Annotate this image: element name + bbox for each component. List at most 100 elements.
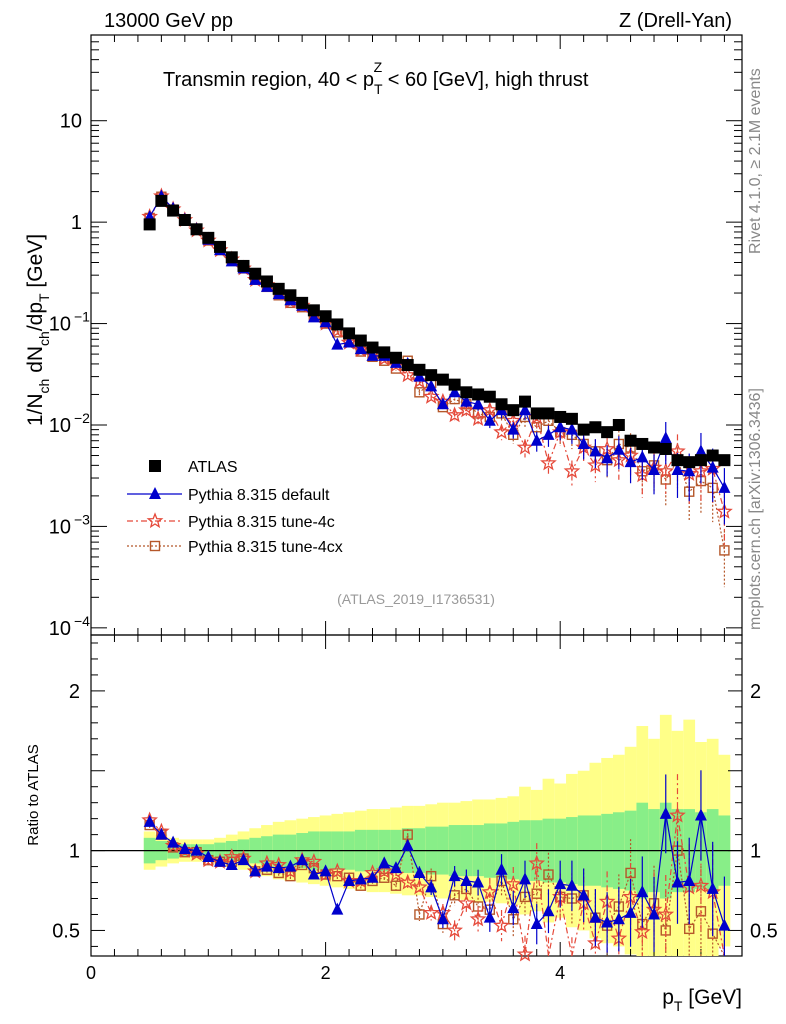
ratio-point xyxy=(329,862,346,879)
y-tick-exponent: −2 xyxy=(74,410,90,426)
data-point xyxy=(190,223,203,236)
data-point xyxy=(612,442,625,455)
data-point xyxy=(307,304,320,317)
data-point xyxy=(706,460,719,473)
data-point xyxy=(413,363,426,376)
data-point xyxy=(589,421,602,434)
data-point xyxy=(178,213,191,226)
ratio-point xyxy=(399,873,417,890)
data-point xyxy=(694,454,707,467)
data-point xyxy=(296,296,309,309)
ratio-point xyxy=(528,854,546,871)
series-atlas xyxy=(143,194,731,469)
data-point xyxy=(366,348,379,361)
data-point xyxy=(601,451,614,464)
ratio-point xyxy=(307,867,320,880)
data-point xyxy=(354,334,367,347)
ratio-point xyxy=(354,872,367,885)
ratio-point xyxy=(343,873,356,886)
legend-marker xyxy=(146,512,164,529)
legend: ATLAS Pythia 8.315 default Pythia 8.315 tu… xyxy=(127,459,343,556)
data-point xyxy=(516,438,534,455)
data-point xyxy=(540,454,557,471)
legend-label: Pythia 8.315 default xyxy=(188,487,330,504)
ratio-point xyxy=(225,857,238,870)
ratio-point xyxy=(683,873,696,886)
data-point xyxy=(683,464,696,477)
ratio-point xyxy=(671,875,684,888)
ratio-point xyxy=(411,878,428,895)
data-point xyxy=(648,441,661,454)
ratio-point xyxy=(143,814,156,827)
data-point xyxy=(155,194,168,207)
ratio-point xyxy=(483,910,496,923)
ratio-point xyxy=(366,870,379,883)
data-point xyxy=(411,372,428,389)
data-point xyxy=(694,444,707,457)
data-point xyxy=(718,480,731,493)
data-point xyxy=(636,450,649,463)
ratio-point xyxy=(657,905,675,922)
ratio-point xyxy=(284,859,297,872)
ratio-point xyxy=(718,918,731,931)
ratio-point xyxy=(214,854,227,867)
ratio-frame xyxy=(90,634,743,957)
data-point xyxy=(307,310,320,323)
data-point xyxy=(389,351,402,364)
y-tick-label: 10 xyxy=(49,516,71,538)
ratio-point xyxy=(178,842,191,854)
data-point xyxy=(343,327,356,340)
ratio-point xyxy=(692,876,710,893)
ratio-point xyxy=(199,851,217,868)
data-point xyxy=(706,449,719,462)
ratio-point xyxy=(281,862,299,879)
header-left: 13000 GeV pp xyxy=(104,10,233,32)
ratio-point xyxy=(472,875,485,888)
ratio-point xyxy=(530,917,543,930)
data-point xyxy=(530,433,543,446)
ratio-tick-label: 0.5 xyxy=(52,920,80,942)
ratio-point xyxy=(516,945,534,962)
data-point xyxy=(671,454,684,467)
ratio-point xyxy=(414,909,425,920)
ratio-point xyxy=(305,853,323,869)
header-right: Z (Drell-Yan) xyxy=(619,10,732,32)
data-point xyxy=(483,413,496,426)
data-point xyxy=(481,401,499,418)
data-point xyxy=(401,359,414,372)
ratio-point xyxy=(190,843,203,856)
y-axis-label: 1/Nch dNch/dpT [GeV] xyxy=(24,234,52,426)
ratio-axes: 0 2 4 0.5 0.5 1 1 2 2 xyxy=(52,635,778,983)
analysis-id: (ATLAS_2019_I1736531) xyxy=(337,591,495,607)
ratio-point xyxy=(531,888,542,899)
ratio-point xyxy=(425,880,438,893)
data-point xyxy=(472,388,485,401)
data-point xyxy=(636,437,649,450)
ratio-point xyxy=(436,912,449,925)
ratio-point xyxy=(296,853,309,866)
data-point xyxy=(577,436,590,449)
x-axis-label: pT [GeV] xyxy=(662,986,742,1014)
ratio-point xyxy=(164,837,182,853)
y-tick-exponent: −1 xyxy=(74,309,90,325)
legend-marker xyxy=(149,460,161,472)
ratio-point xyxy=(589,910,602,923)
ratio-series-pythia-8-315-default xyxy=(143,770,731,956)
ratio-point xyxy=(155,827,168,840)
data-point xyxy=(659,442,672,455)
ratio-point xyxy=(249,864,262,877)
main-title: Transmin region, 40 < pTZ < 60 [GeV], hi… xyxy=(163,59,589,97)
ratio-point xyxy=(495,862,508,875)
ratio-tick-label-right: 2 xyxy=(750,681,761,703)
data-point xyxy=(519,395,531,408)
ratio-point xyxy=(577,888,590,901)
ratio-point xyxy=(446,921,463,938)
y-tick-exponent: −4 xyxy=(74,613,90,629)
data-point xyxy=(671,462,684,475)
data-point xyxy=(624,434,637,447)
ratio-point xyxy=(669,806,686,823)
data-point xyxy=(284,289,297,302)
data-point xyxy=(612,418,625,431)
